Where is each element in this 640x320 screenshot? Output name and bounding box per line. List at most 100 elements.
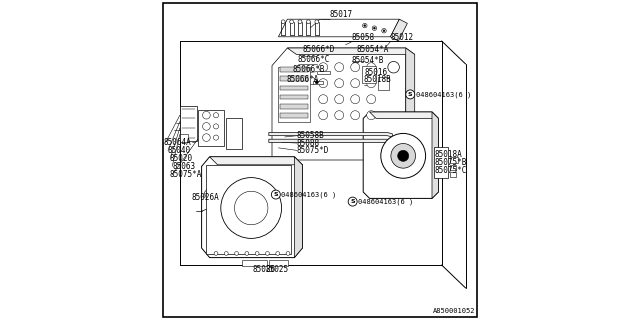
Circle shape — [335, 111, 344, 120]
Circle shape — [298, 20, 302, 24]
Circle shape — [351, 95, 360, 104]
Polygon shape — [210, 157, 302, 165]
Circle shape — [290, 20, 294, 24]
Circle shape — [362, 23, 367, 28]
Bar — [378, 77, 389, 90]
Circle shape — [245, 252, 249, 255]
Text: 85040: 85040 — [167, 146, 190, 155]
Bar — [278, 67, 310, 122]
Circle shape — [391, 144, 415, 168]
Bar — [269, 260, 288, 266]
Polygon shape — [390, 19, 408, 41]
Polygon shape — [269, 132, 392, 137]
Circle shape — [335, 95, 344, 104]
Circle shape — [351, 79, 360, 88]
Text: S: S — [273, 192, 278, 197]
Text: 85063: 85063 — [172, 162, 195, 171]
Text: 85066*D: 85066*D — [302, 45, 335, 54]
Polygon shape — [364, 112, 438, 198]
Circle shape — [388, 61, 399, 73]
Bar — [362, 66, 376, 83]
Text: 048604163(6 ): 048604163(6 ) — [281, 191, 336, 198]
Circle shape — [381, 28, 387, 33]
Circle shape — [214, 113, 219, 118]
Text: 85054*A: 85054*A — [356, 45, 388, 54]
Bar — [280, 67, 308, 72]
Polygon shape — [226, 118, 242, 149]
Polygon shape — [278, 19, 399, 37]
Bar — [280, 113, 308, 118]
Text: 85026: 85026 — [253, 265, 276, 274]
Polygon shape — [434, 147, 448, 178]
Text: 85058: 85058 — [352, 33, 375, 42]
Text: 85012: 85012 — [390, 33, 413, 42]
Bar — [280, 85, 308, 90]
Circle shape — [367, 79, 376, 88]
Circle shape — [381, 133, 426, 178]
Text: A850001052: A850001052 — [433, 308, 475, 314]
Circle shape — [266, 252, 269, 255]
Bar — [450, 157, 458, 163]
Text: 048604163(6 ): 048604163(6 ) — [358, 198, 413, 205]
Text: 048604163(6 ): 048604163(6 ) — [416, 91, 471, 98]
Circle shape — [319, 95, 328, 104]
Circle shape — [367, 63, 376, 72]
Circle shape — [319, 63, 328, 72]
Circle shape — [406, 90, 415, 99]
Polygon shape — [202, 157, 302, 258]
Circle shape — [307, 20, 310, 24]
Circle shape — [364, 25, 366, 27]
Circle shape — [335, 63, 344, 72]
Circle shape — [348, 197, 357, 206]
Circle shape — [202, 123, 210, 130]
Polygon shape — [406, 48, 415, 149]
Polygon shape — [317, 71, 330, 74]
Bar — [242, 260, 268, 266]
Bar — [280, 76, 308, 81]
Circle shape — [235, 252, 239, 255]
Text: 85054*B: 85054*B — [352, 56, 385, 65]
Circle shape — [351, 63, 360, 72]
Polygon shape — [287, 48, 415, 54]
Text: S: S — [350, 199, 355, 204]
Circle shape — [383, 30, 385, 32]
Bar — [450, 172, 456, 177]
Circle shape — [367, 111, 376, 120]
Polygon shape — [432, 112, 438, 198]
Text: 85075*A: 85075*A — [170, 170, 202, 179]
Text: 85058B: 85058B — [297, 131, 324, 140]
Text: 85018B: 85018B — [364, 75, 392, 84]
Circle shape — [372, 26, 376, 30]
Bar — [280, 95, 308, 100]
Circle shape — [271, 190, 280, 199]
Text: 85026A: 85026A — [192, 193, 220, 202]
Circle shape — [319, 111, 328, 120]
Circle shape — [225, 252, 228, 255]
Circle shape — [367, 95, 376, 104]
Polygon shape — [313, 81, 323, 84]
Text: 85066*C: 85066*C — [298, 55, 330, 64]
Circle shape — [282, 20, 285, 24]
Text: 85075*C: 85075*C — [435, 166, 467, 175]
Bar — [206, 165, 291, 254]
Circle shape — [221, 178, 282, 238]
Bar — [180, 134, 188, 142]
Circle shape — [255, 252, 259, 255]
Circle shape — [319, 79, 328, 88]
Text: 85020: 85020 — [170, 154, 193, 163]
Circle shape — [214, 135, 219, 140]
Circle shape — [315, 81, 319, 84]
Text: 85025: 85025 — [266, 265, 289, 274]
Circle shape — [351, 111, 360, 120]
Circle shape — [234, 191, 268, 225]
Bar — [280, 104, 308, 108]
Text: 85017: 85017 — [330, 10, 353, 19]
Text: 85066*A: 85066*A — [287, 76, 319, 84]
Text: 85075*B: 85075*B — [435, 158, 467, 167]
Circle shape — [214, 252, 218, 255]
Circle shape — [276, 252, 280, 255]
Circle shape — [202, 134, 210, 141]
Circle shape — [315, 20, 319, 24]
Circle shape — [286, 252, 290, 255]
Polygon shape — [370, 112, 438, 118]
